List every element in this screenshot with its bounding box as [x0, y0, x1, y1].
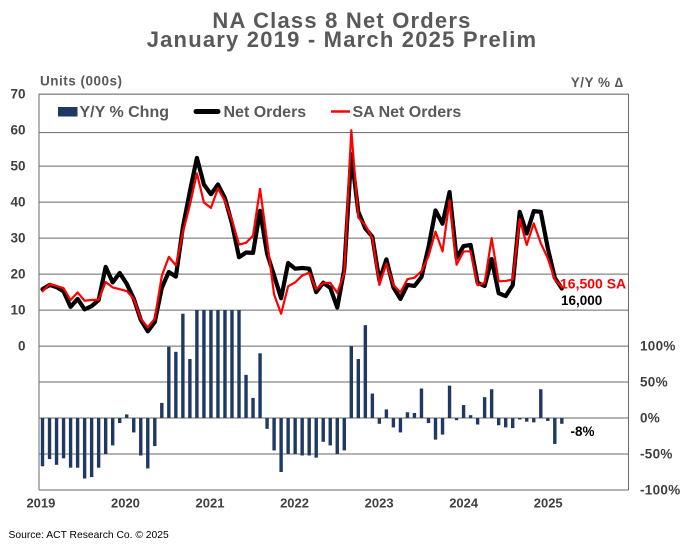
svg-text:50: 50: [10, 159, 25, 174]
svg-text:Units (000s): Units (000s): [40, 74, 123, 89]
svg-text:2020: 2020: [111, 496, 140, 511]
svg-text:Y/Y % ∆: Y/Y % ∆: [571, 75, 624, 90]
svg-text:20: 20: [10, 267, 25, 282]
svg-text:-100%: -100%: [640, 482, 681, 497]
svg-text:SA Net Orders: SA Net Orders: [353, 104, 462, 121]
svg-text:100%: 100%: [640, 338, 676, 353]
svg-text:40: 40: [10, 195, 25, 210]
svg-text:2023: 2023: [365, 496, 394, 511]
svg-text:Net Orders: Net Orders: [224, 104, 307, 121]
svg-text:-8%: -8%: [571, 424, 595, 439]
svg-text:30: 30: [10, 231, 25, 246]
svg-text:0: 0: [18, 338, 26, 353]
svg-text:2022: 2022: [280, 496, 309, 511]
svg-text:50%: 50%: [640, 374, 668, 389]
svg-text:2025: 2025: [534, 496, 563, 511]
svg-text:-50%: -50%: [640, 446, 673, 461]
svg-text:16,000: 16,000: [561, 293, 602, 308]
svg-text:70: 70: [10, 87, 25, 102]
svg-text:10: 10: [10, 302, 25, 317]
svg-text:NA Class 8 Net Orders: NA Class 8 Net Orders: [212, 8, 471, 33]
svg-text:Source: ACT Research Co. © 202: Source: ACT Research Co. © 2025: [9, 530, 169, 541]
svg-text:2021: 2021: [196, 496, 225, 511]
svg-text:Y/Y % Chng: Y/Y % Chng: [80, 104, 170, 121]
svg-text:0%: 0%: [640, 410, 660, 425]
svg-text:16,500 SA: 16,500 SA: [560, 276, 626, 292]
svg-text:60: 60: [10, 123, 25, 138]
svg-text:January 2019 - March 2025 Prel: January 2019 - March 2025 Prelim: [147, 27, 538, 52]
svg-text:2024: 2024: [449, 496, 479, 511]
svg-text:2019: 2019: [26, 496, 55, 511]
